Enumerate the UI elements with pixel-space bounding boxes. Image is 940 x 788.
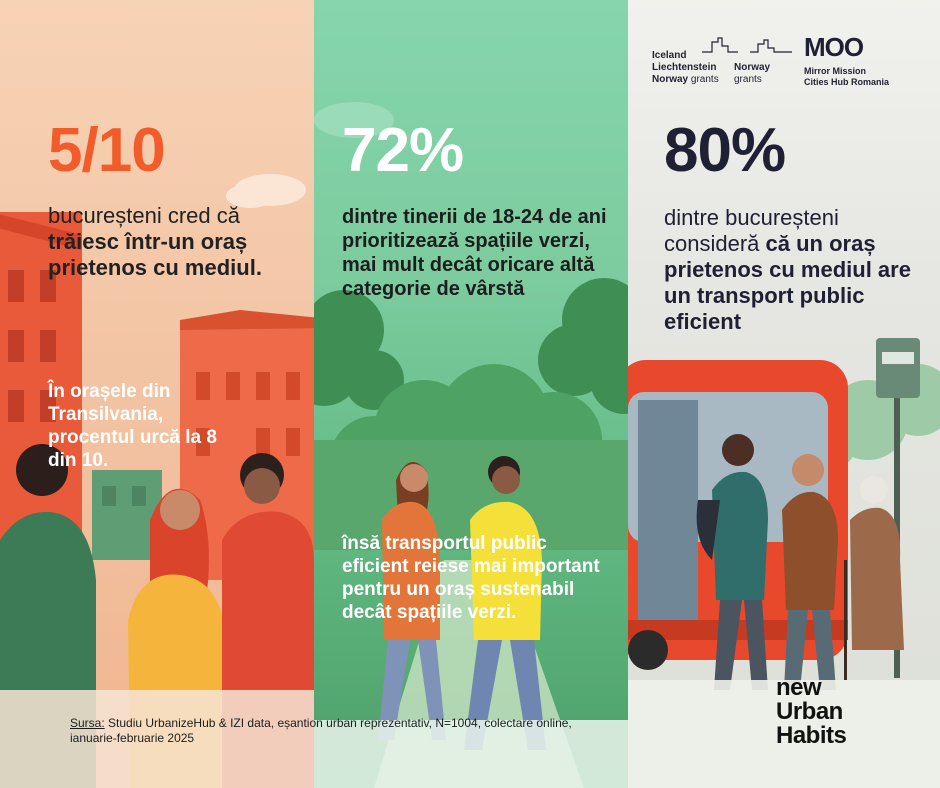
mmo-subtitle-1: Mirror Mission	[804, 66, 867, 76]
city-illustration	[0, 174, 314, 788]
skyline-icon	[702, 37, 792, 53]
right-panel: Iceland Liechtenstein Norway grants Norw…	[628, 0, 940, 788]
right-stat-value: 80%	[664, 116, 786, 185]
source-text: Studiu UrbanizeHub & IZI data, eșantion …	[70, 716, 572, 745]
brand-line-2: Urban	[776, 698, 843, 725]
person-woman-walking	[378, 462, 446, 740]
park-illustration	[314, 102, 628, 788]
grants-grants-2: grants	[734, 74, 762, 85]
left-description-bold: trăiesc într-un oraș prietenos cu mediul…	[48, 229, 262, 280]
right-description: dintre bucureșteni consideră că un oraș …	[664, 205, 924, 335]
brand-line-1: new	[776, 674, 822, 701]
eea-norway-grants-logo: Iceland Liechtenstein Norway grants Norw…	[652, 36, 802, 92]
person-elderly	[844, 476, 904, 680]
grants-norway-2: Norway	[734, 62, 771, 73]
middle-stat-value: 72%	[342, 116, 464, 185]
right-description-normal: dintre bucureșteni consideră	[664, 205, 839, 256]
grants-iceland: Iceland	[652, 50, 687, 61]
left-stat-value: 5/10	[48, 116, 166, 185]
mmo-subtitle-2: Cities Hub Romania	[804, 77, 890, 87]
mmo-mark: MOO	[804, 32, 864, 62]
left-description-normal: bucureșteni cred că	[48, 203, 240, 228]
grants-norway-grants: Norway grants	[652, 74, 719, 86]
grants-grants-light: grants	[690, 74, 719, 85]
middle-panel: 72% dintre tinerii de 18-24 de ani prior…	[314, 0, 628, 788]
left-panel: 5/10 bucureșteni cred că trăiesc într-un…	[0, 0, 314, 788]
middle-description: dintre tinerii de 18-24 de ani prioritiz…	[342, 206, 607, 300]
person-jacket	[782, 454, 838, 690]
grants-liechtenstein: Liechtenstein	[652, 62, 717, 73]
source-label: Sursa:	[70, 716, 105, 730]
grants-norway-bold: Norway	[652, 74, 689, 85]
right-description-bold: că un oraș prietenos cu mediul are un tr…	[664, 231, 911, 334]
left-description: bucureșteni cred că trăiesc într-un oraș…	[48, 203, 288, 281]
left-note: În orașele din Transilvania, procentul u…	[48, 381, 217, 471]
brand-line-3: Habits	[776, 722, 847, 749]
middle-note: însă transportul public eficient reiese …	[342, 533, 600, 623]
new-urban-habits-logo: new Urban Habits	[776, 674, 847, 749]
mirror-mission-logo: MOO Mirror Mission Cities Hub Romania	[804, 34, 914, 90]
person-backpack	[696, 434, 768, 690]
bus-illustration	[628, 338, 940, 788]
source-footnote: Sursa: Studiu UrbanizeHub & IZI data, eș…	[70, 716, 590, 746]
